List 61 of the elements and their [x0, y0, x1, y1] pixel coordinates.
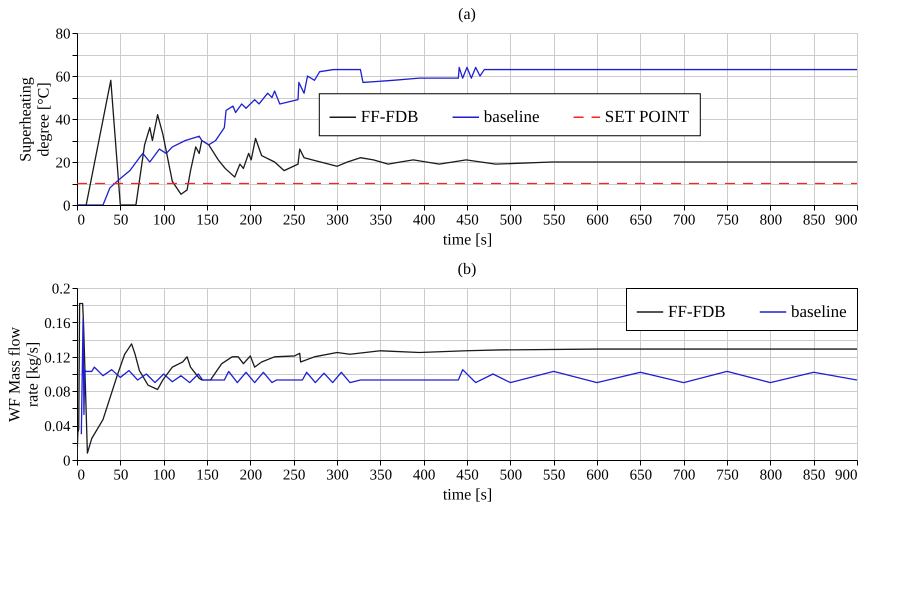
- x-tick-label: 350: [370, 468, 392, 484]
- x-axis-title: time [s]: [442, 486, 492, 504]
- x-tick-label: 650: [630, 212, 652, 228]
- x-tick-label: 700: [672, 468, 696, 484]
- x-tick-label: 900: [835, 468, 858, 484]
- x-tick-label: 100: [152, 468, 176, 484]
- y-tick-label: 60: [56, 70, 70, 86]
- chart-title: (b): [458, 261, 476, 278]
- x-tick-label: 800: [760, 212, 782, 228]
- legend-label: FF-FDB: [668, 302, 726, 321]
- x-tick-label: 850: [802, 212, 826, 228]
- legend-label: SET POINT: [604, 107, 690, 126]
- x-axis-title: time [s]: [442, 232, 492, 248]
- x-tick-label: 400: [412, 212, 436, 228]
- y-tick-label: 40: [56, 112, 70, 128]
- x-tick-label: 650: [630, 468, 652, 484]
- x-tick-label: 500: [500, 212, 522, 228]
- x-tick-label: 0: [78, 468, 85, 484]
- x-tick-label: 300: [326, 212, 349, 228]
- x-tick-label: 600: [586, 468, 609, 484]
- y-tick-label: 0: [63, 198, 70, 214]
- y-tick-label: 0.12: [44, 350, 70, 366]
- legend-label: baseline: [484, 107, 540, 126]
- y-tick-label: 0: [63, 454, 70, 470]
- y-tick-label: 0.04: [44, 419, 71, 436]
- x-tick-label: 0: [78, 212, 85, 228]
- x-tick-label: 800: [760, 468, 782, 484]
- x-tick-label: 450: [456, 468, 479, 484]
- x-tick-label: 550: [542, 468, 566, 484]
- x-tick-label: 150: [196, 468, 219, 484]
- x-tick-label: 100: [152, 212, 176, 228]
- x-tick-label: 400: [412, 468, 436, 484]
- x-tick-label: 600: [586, 212, 609, 228]
- y-tick-label: 0.08: [44, 384, 70, 401]
- x-tick-label: 500: [500, 468, 522, 484]
- x-tick-label: 300: [326, 468, 349, 484]
- x-tick-label: 250: [282, 468, 306, 484]
- y-tick-label: 0.16: [44, 316, 71, 332]
- x-tick-label: 700: [672, 212, 696, 228]
- chart-title: (a): [458, 6, 476, 23]
- y-tick-label: 80: [56, 26, 70, 42]
- legend-label: FF-FDB: [360, 107, 418, 126]
- y-tick-label: 20: [56, 156, 70, 172]
- x-tick-label: 900: [835, 212, 858, 228]
- x-tick-label: 350: [370, 212, 392, 228]
- x-tick-label: 50: [113, 212, 128, 228]
- y-axis-title: Superheating degree [°C]: [18, 77, 52, 162]
- x-tick-label: 150: [196, 212, 219, 228]
- x-tick-label: 250: [282, 212, 306, 228]
- x-tick-label: 50: [113, 468, 128, 484]
- x-tick-label: 450: [456, 212, 479, 228]
- x-tick-label: 200: [240, 468, 262, 484]
- line-series: [80, 317, 857, 435]
- legend-label: baseline: [791, 302, 847, 321]
- y-axis-title: WF Mass flow rate [kg/s]: [6, 326, 42, 422]
- x-tick-label: 550: [542, 212, 566, 228]
- x-tick-label: 750: [716, 468, 739, 484]
- x-tick-label: 200: [240, 212, 262, 228]
- x-tick-label: 750: [716, 212, 739, 228]
- y-tick-label: 0.2: [52, 282, 70, 298]
- x-tick-label: 850: [802, 468, 826, 484]
